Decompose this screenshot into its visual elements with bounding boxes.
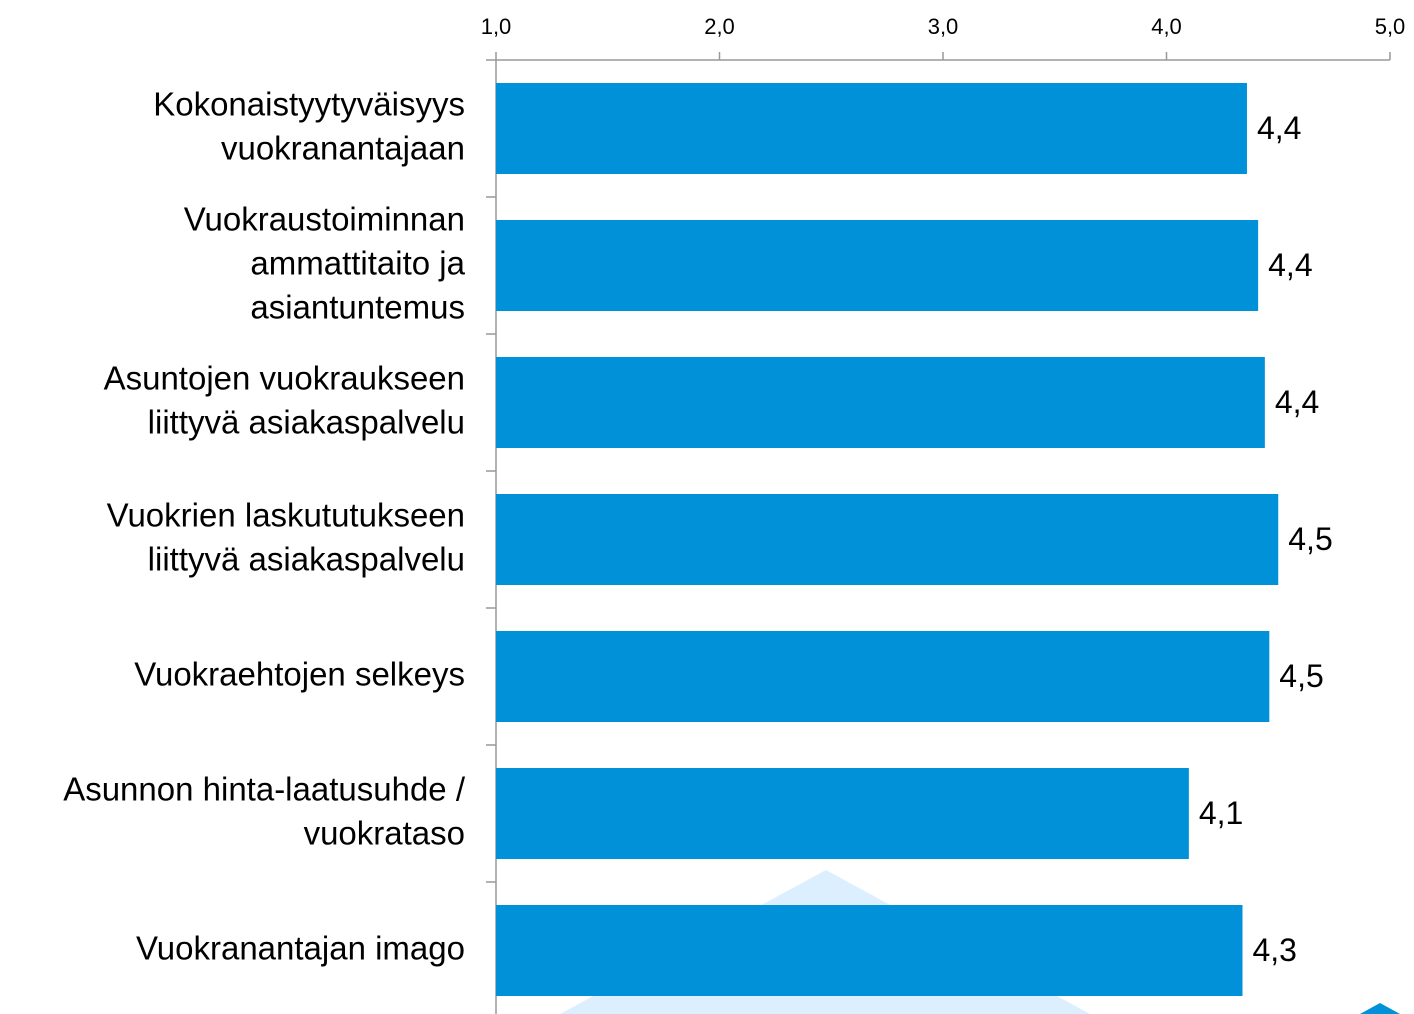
y-tick-label: Asuntojen vuokraukseen liittyvä asiakaspa… (104, 359, 465, 440)
y-tick-label-line: liittyvä asiakaspalvelu (148, 540, 465, 577)
y-tick-label-line: Asunnon hinta-laatusuhde / (63, 770, 466, 807)
y-tick-label-line: asiantuntemus (250, 288, 465, 325)
y-tick-label: Asunnon hinta-laatusuhde / vuokrataso (63, 770, 466, 851)
y-tick-label-line: vuokranantajaan (221, 129, 465, 166)
bar (496, 357, 1265, 448)
y-tick-label-line: Asuntojen vuokraukseen (104, 359, 465, 396)
bar (496, 220, 1259, 311)
x-tick-label: 5,0 (1375, 14, 1406, 39)
y-tick-label-line: Vuokraehtojen selkeys (134, 655, 465, 692)
y-tick-label: Kokonaistyytyväisyys vuokranantajaan (153, 85, 465, 166)
value-label: 4,3 (1252, 932, 1296, 968)
y-tick-label-line: ammattitaito ja (250, 244, 465, 281)
y-tick-label: Vuokranantajan imago (136, 929, 465, 966)
bar (496, 494, 1279, 585)
y-tick-label-line: Vuokraustoiminnan (184, 200, 465, 237)
x-tick-label: 1,0 (481, 14, 512, 39)
bar (496, 83, 1247, 174)
background-shape (1360, 1003, 1400, 1014)
y-tick-label: Vuokrien laskututukseen liittyvä asiakasp… (107, 496, 465, 577)
bar (496, 631, 1270, 722)
bar (496, 905, 1243, 996)
x-tick-label: 2,0 (704, 14, 735, 39)
bar (496, 768, 1189, 859)
y-tick-label: Vuokraustoiminnan ammattitaito ja asiantun… (184, 200, 466, 325)
x-tick-label: 4,0 (1151, 14, 1182, 39)
value-label: 4,4 (1275, 384, 1319, 420)
value-label: 4,5 (1288, 521, 1332, 557)
value-label: 4,4 (1257, 110, 1301, 146)
y-tick-label-line: Vuokrien laskututukseen (107, 496, 465, 533)
y-tick-label-line: Kokonaistyytyväisyys (153, 85, 465, 122)
value-label: 4,1 (1199, 795, 1243, 831)
x-tick-label: 3,0 (928, 14, 959, 39)
y-tick-label-line: Vuokranantajan imago (136, 929, 465, 966)
y-tick-label: Vuokraehtojen selkeys (134, 655, 465, 692)
y-tick-label-line: liittyvä asiakaspalvelu (148, 403, 465, 440)
value-label: 4,5 (1279, 658, 1323, 694)
value-label: 4,4 (1268, 247, 1312, 283)
y-tick-label-line: vuokrataso (304, 814, 465, 851)
